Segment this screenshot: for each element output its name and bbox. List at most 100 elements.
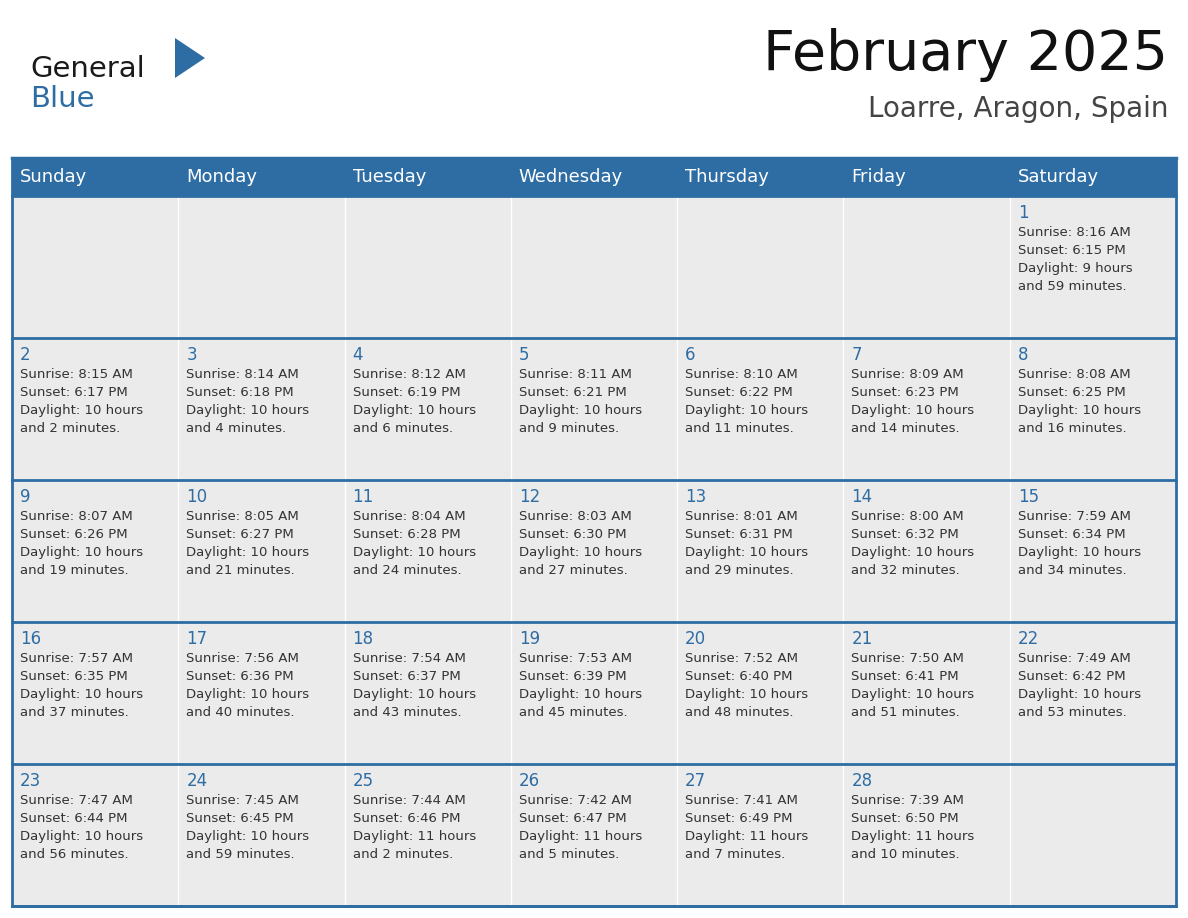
Text: Sunset: 6:35 PM: Sunset: 6:35 PM (20, 670, 128, 683)
Text: and 11 minutes.: and 11 minutes. (685, 422, 794, 435)
Bar (345, 158, 511, 196)
Text: 25: 25 (353, 772, 374, 790)
Bar (511, 622, 677, 764)
Bar (511, 480, 677, 622)
Text: Sunrise: 7:53 AM: Sunrise: 7:53 AM (519, 652, 632, 665)
Bar (677, 338, 843, 480)
Text: 3: 3 (187, 346, 197, 364)
Text: Sunrise: 8:00 AM: Sunrise: 8:00 AM (852, 510, 963, 523)
Text: and 19 minutes.: and 19 minutes. (20, 564, 128, 577)
Bar (178, 764, 345, 906)
Text: Daylight: 10 hours: Daylight: 10 hours (187, 404, 309, 417)
Bar (178, 622, 345, 764)
Text: Sunrise: 8:15 AM: Sunrise: 8:15 AM (20, 368, 133, 381)
Text: and 7 minutes.: and 7 minutes. (685, 848, 785, 861)
Text: Sunset: 6:50 PM: Sunset: 6:50 PM (852, 812, 959, 825)
Text: Sunrise: 8:11 AM: Sunrise: 8:11 AM (519, 368, 632, 381)
Text: Sunrise: 7:44 AM: Sunrise: 7:44 AM (353, 794, 466, 807)
Text: Sunrise: 8:09 AM: Sunrise: 8:09 AM (852, 368, 963, 381)
Text: Sunset: 6:36 PM: Sunset: 6:36 PM (187, 670, 293, 683)
Text: 14: 14 (852, 488, 872, 506)
Text: Sunset: 6:26 PM: Sunset: 6:26 PM (20, 528, 127, 541)
Bar (12, 158, 1176, 906)
Text: Sunrise: 8:07 AM: Sunrise: 8:07 AM (20, 510, 133, 523)
Text: Sunset: 6:30 PM: Sunset: 6:30 PM (519, 528, 626, 541)
Text: Sunrise: 7:56 AM: Sunrise: 7:56 AM (187, 652, 299, 665)
Text: Daylight: 11 hours: Daylight: 11 hours (685, 830, 808, 843)
Text: Daylight: 10 hours: Daylight: 10 hours (1018, 404, 1140, 417)
Text: Sunset: 6:27 PM: Sunset: 6:27 PM (187, 528, 295, 541)
Bar (1010, 338, 1176, 480)
Text: Sunset: 6:15 PM: Sunset: 6:15 PM (1018, 244, 1125, 257)
Text: Sunset: 6:49 PM: Sunset: 6:49 PM (685, 812, 792, 825)
Text: 2: 2 (20, 346, 31, 364)
Bar (178, 158, 345, 196)
Text: Tuesday: Tuesday (353, 168, 426, 186)
Text: Sunrise: 8:12 AM: Sunrise: 8:12 AM (353, 368, 466, 381)
Text: and 10 minutes.: and 10 minutes. (852, 848, 960, 861)
Text: 17: 17 (187, 630, 208, 648)
Text: 5: 5 (519, 346, 530, 364)
Text: Sunrise: 7:52 AM: Sunrise: 7:52 AM (685, 652, 798, 665)
Text: Sunrise: 7:57 AM: Sunrise: 7:57 AM (20, 652, 133, 665)
Text: Sunset: 6:25 PM: Sunset: 6:25 PM (1018, 386, 1125, 399)
Text: Sunrise: 7:41 AM: Sunrise: 7:41 AM (685, 794, 798, 807)
Text: 7: 7 (852, 346, 862, 364)
Bar (345, 764, 511, 906)
Text: Daylight: 9 hours: Daylight: 9 hours (1018, 262, 1132, 275)
Text: and 37 minutes.: and 37 minutes. (20, 706, 128, 719)
Text: Daylight: 10 hours: Daylight: 10 hours (187, 688, 309, 701)
Bar (843, 338, 1010, 480)
Text: Sunset: 6:40 PM: Sunset: 6:40 PM (685, 670, 792, 683)
Text: 10: 10 (187, 488, 208, 506)
Text: and 43 minutes.: and 43 minutes. (353, 706, 461, 719)
Bar (345, 196, 511, 338)
Text: 18: 18 (353, 630, 374, 648)
Text: Sunset: 6:23 PM: Sunset: 6:23 PM (852, 386, 959, 399)
Text: Sunrise: 8:05 AM: Sunrise: 8:05 AM (187, 510, 299, 523)
Text: Loarre, Aragon, Spain: Loarre, Aragon, Spain (867, 95, 1168, 123)
Text: Daylight: 10 hours: Daylight: 10 hours (519, 546, 642, 559)
Text: Sunrise: 7:59 AM: Sunrise: 7:59 AM (1018, 510, 1131, 523)
Text: Daylight: 10 hours: Daylight: 10 hours (353, 404, 475, 417)
Text: 19: 19 (519, 630, 541, 648)
Text: and 32 minutes.: and 32 minutes. (852, 564, 960, 577)
Text: 27: 27 (685, 772, 707, 790)
Bar (345, 338, 511, 480)
Text: and 6 minutes.: and 6 minutes. (353, 422, 453, 435)
Text: and 45 minutes.: and 45 minutes. (519, 706, 627, 719)
Text: and 5 minutes.: and 5 minutes. (519, 848, 619, 861)
Text: Daylight: 10 hours: Daylight: 10 hours (353, 688, 475, 701)
Bar (12, 158, 178, 196)
Text: Sunset: 6:37 PM: Sunset: 6:37 PM (353, 670, 460, 683)
Text: Sunrise: 8:08 AM: Sunrise: 8:08 AM (1018, 368, 1130, 381)
Text: and 53 minutes.: and 53 minutes. (1018, 706, 1126, 719)
Text: and 56 minutes.: and 56 minutes. (20, 848, 128, 861)
Text: Daylight: 10 hours: Daylight: 10 hours (852, 688, 974, 701)
Text: 23: 23 (20, 772, 42, 790)
Text: Sunset: 6:31 PM: Sunset: 6:31 PM (685, 528, 792, 541)
Text: Sunrise: 7:45 AM: Sunrise: 7:45 AM (187, 794, 299, 807)
Bar (345, 480, 511, 622)
Text: Sunrise: 7:42 AM: Sunrise: 7:42 AM (519, 794, 632, 807)
Text: Daylight: 11 hours: Daylight: 11 hours (353, 830, 476, 843)
Bar (12, 480, 178, 622)
Text: 12: 12 (519, 488, 541, 506)
Bar (511, 338, 677, 480)
Text: Sunset: 6:18 PM: Sunset: 6:18 PM (187, 386, 293, 399)
Text: 28: 28 (852, 772, 872, 790)
Text: Sunset: 6:41 PM: Sunset: 6:41 PM (852, 670, 959, 683)
Bar (843, 622, 1010, 764)
Text: and 21 minutes.: and 21 minutes. (187, 564, 295, 577)
Bar (12, 622, 178, 764)
Text: and 48 minutes.: and 48 minutes. (685, 706, 794, 719)
Text: Thursday: Thursday (685, 168, 769, 186)
Bar (677, 764, 843, 906)
Bar (677, 622, 843, 764)
Text: Sunset: 6:45 PM: Sunset: 6:45 PM (187, 812, 293, 825)
Text: 4: 4 (353, 346, 364, 364)
Text: 13: 13 (685, 488, 707, 506)
Text: Sunrise: 7:54 AM: Sunrise: 7:54 AM (353, 652, 466, 665)
Text: and 9 minutes.: and 9 minutes. (519, 422, 619, 435)
Text: and 4 minutes.: and 4 minutes. (187, 422, 286, 435)
